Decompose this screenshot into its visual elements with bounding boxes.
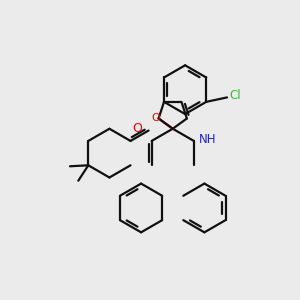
- Text: O: O: [152, 113, 161, 124]
- Text: Cl: Cl: [230, 89, 241, 102]
- Text: O: O: [132, 122, 142, 135]
- Text: NH: NH: [199, 133, 217, 146]
